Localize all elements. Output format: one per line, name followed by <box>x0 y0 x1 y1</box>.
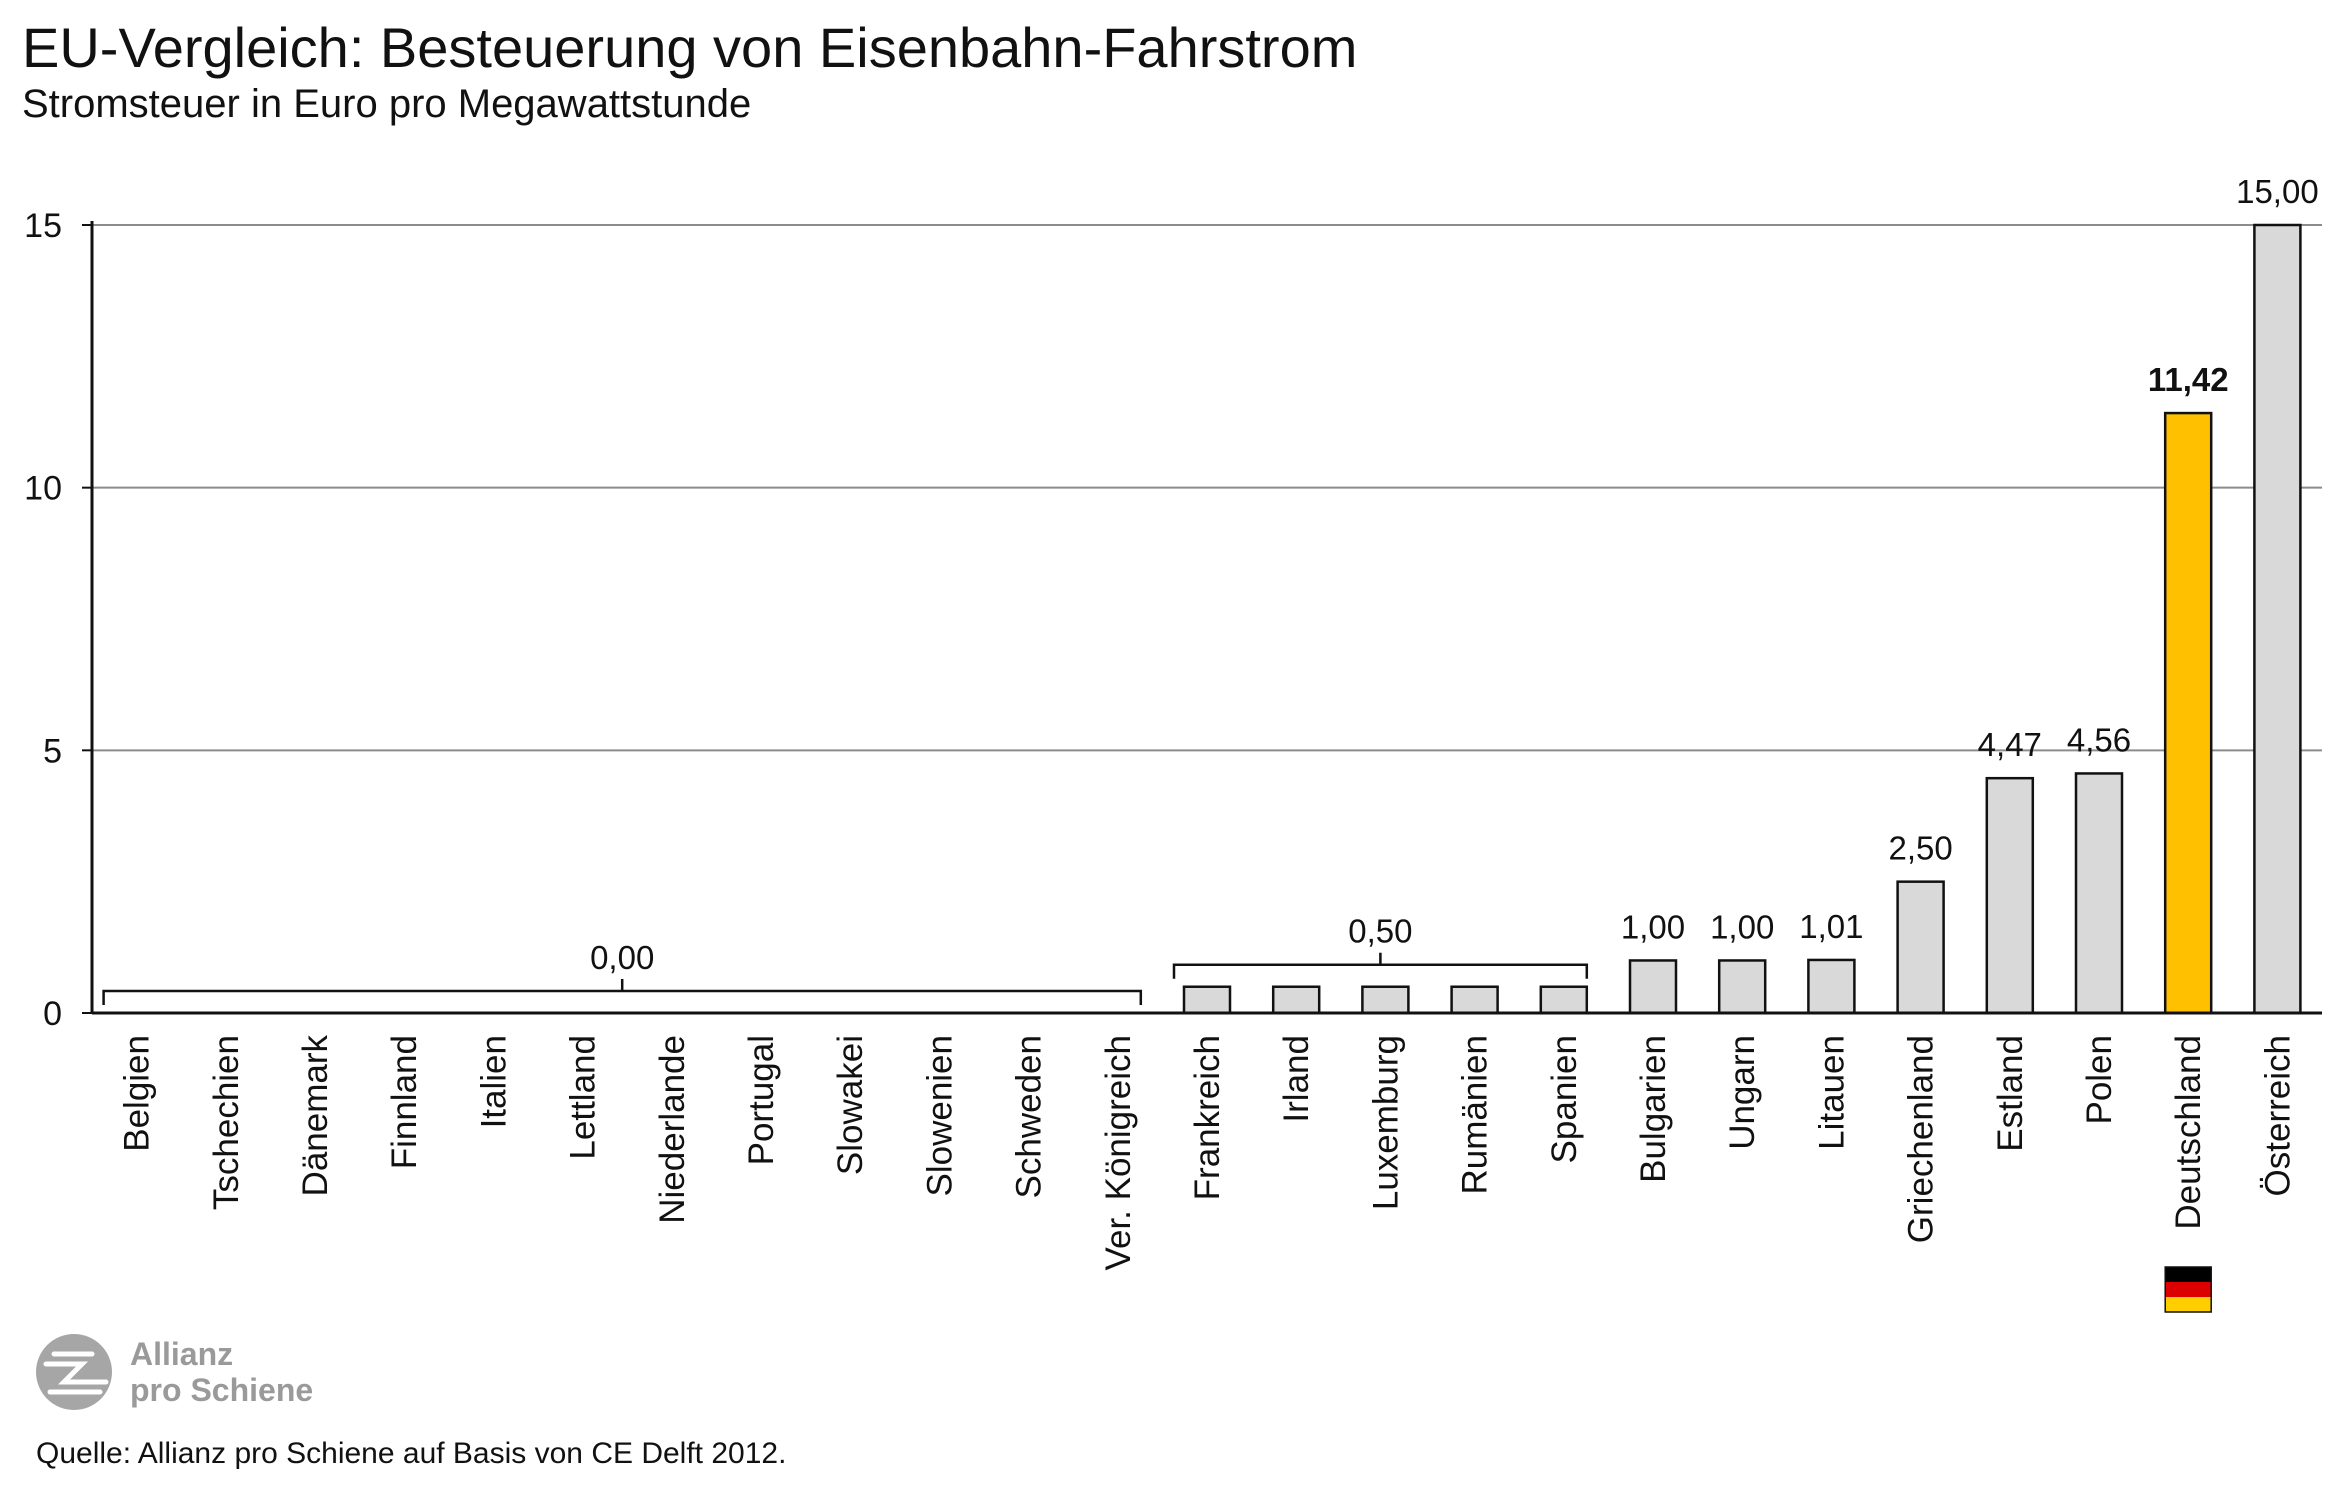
value-label-Estland: 4,47 <box>1978 726 2042 763</box>
x-label-Polen: Polen <box>2080 1035 2119 1125</box>
x-label-Slowenien: Slowenien <box>920 1035 959 1197</box>
y-tick-label-10: 10 <box>24 470 62 508</box>
bar-Deutschland <box>2163 411 2213 1015</box>
value-label-Polen: 4,56 <box>2067 721 2131 758</box>
group-bracket-0 <box>102 989 1143 1005</box>
x-label-Italien: Italien <box>474 1035 513 1128</box>
x-label-Frankreich: Frankreich <box>1188 1035 1227 1200</box>
bar-Ungarn <box>1717 959 1767 1015</box>
bar-Spanien <box>1539 985 1589 1015</box>
x-label-Österreich: Österreich <box>2258 1035 2297 1196</box>
bar-Bulgarien <box>1628 959 1678 1015</box>
bar-Österreich <box>2253 223 2302 1015</box>
x-label-Luxemburg: Luxemburg <box>1366 1035 1405 1210</box>
x-label-Dänemark: Dänemark <box>296 1035 335 1197</box>
x-label-Rumänien: Rumänien <box>1456 1035 1495 1195</box>
x-label-Schweden: Schweden <box>1010 1035 1049 1198</box>
value-label-Frankreich: 0,50 <box>1348 913 1412 950</box>
x-label-Portugal: Portugal <box>742 1035 781 1165</box>
value-label-Litauen: 1,01 <box>1799 908 1863 945</box>
x-label-Bulgarien: Bulgarien <box>1634 1035 1673 1183</box>
x-label-Slowakei: Slowakei <box>831 1035 870 1175</box>
value-label-Bulgarien: 1,00 <box>1621 908 1685 945</box>
source-note: Quelle: Allianz pro Schiene auf Basis vo… <box>36 1437 787 1470</box>
bars <box>1182 223 2302 1015</box>
allianz-pro-schiene-logo: Allianz pro Schiene <box>34 1330 314 1414</box>
x-label-Spanien: Spanien <box>1545 1035 1584 1163</box>
flag-stripe-0 <box>2165 1267 2212 1282</box>
flag-border <box>2164 1266 2212 1313</box>
y-tick-label-15: 15 <box>24 207 62 245</box>
x-label-Belgien: Belgien <box>118 1035 157 1152</box>
flag-stripe-2 <box>2165 1297 2212 1312</box>
x-label-Ungarn: Ungarn <box>1723 1035 1762 1150</box>
x-label-Griechenland: Griechenland <box>1902 1035 1941 1243</box>
group-bracket-1 <box>1172 963 1589 979</box>
bar-Frankreich <box>1182 985 1232 1015</box>
gridlines <box>92 224 2322 752</box>
x-label-Deutschland: Deutschland <box>2169 1035 2208 1230</box>
x-label-Ver. Königreich: Ver. Königreich <box>1099 1035 1138 1270</box>
logo-line-1: Allianz <box>130 1336 234 1372</box>
chart-subtitle: Stromsteuer in Euro pro Megawattstunde <box>22 82 752 126</box>
logo-emblem-icon <box>36 1334 112 1410</box>
y-tick-label-5: 5 <box>43 732 62 770</box>
x-label-Lettland: Lettland <box>564 1035 603 1160</box>
bar-Griechenland <box>1896 880 1945 1015</box>
value-label-Griechenland: 2,50 <box>1888 830 1952 867</box>
logo-wordmark: Allianz pro Schiene <box>130 1336 313 1408</box>
value-label-Belgien: 0,00 <box>590 939 654 976</box>
axes <box>82 221 2322 1015</box>
bar-Rumänien <box>1450 985 1499 1015</box>
bar-Irland <box>1271 985 1321 1015</box>
logo-line-2: pro Schiene <box>130 1372 314 1408</box>
labels: 0 5 10 15 Belgien Tschechien Dänemark Finnland I… <box>24 173 2319 1313</box>
y-tick-label-0: 0 <box>43 995 62 1033</box>
x-label-Irland: Irland <box>1277 1035 1316 1123</box>
x-label-Finnland: Finnland <box>385 1035 424 1169</box>
bar-Luxemburg <box>1361 985 1410 1015</box>
value-label-Deutschland: 11,42 <box>2148 361 2229 398</box>
x-label-Niederlande: Niederlande <box>653 1035 692 1224</box>
value-label-Österreich: 15,00 <box>2236 173 2319 210</box>
chart-title: EU-Vergleich: Besteuerung von Eisenbahn-… <box>22 16 1358 79</box>
flag-stripe-1 <box>2165 1282 2212 1297</box>
x-label-Litauen: Litauen <box>1812 1035 1851 1150</box>
x-label-Tschechien: Tschechien <box>207 1035 246 1210</box>
bar-Estland <box>1985 776 2035 1015</box>
x-label-Estland: Estland <box>1991 1035 2030 1152</box>
bar-Litauen <box>1807 958 1856 1015</box>
bar-Polen <box>2074 772 2124 1015</box>
germany-flag-icon <box>2164 1266 2212 1313</box>
value-label-Ungarn: 1,00 <box>1710 908 1774 945</box>
